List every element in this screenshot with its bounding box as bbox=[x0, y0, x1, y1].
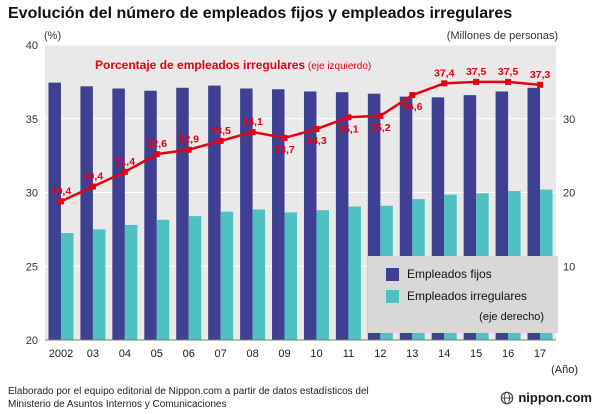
line-marker bbox=[57, 198, 64, 205]
line-series-label-main: Porcentaje de empleados irregulares bbox=[95, 58, 306, 72]
bar-fijos bbox=[48, 82, 61, 341]
footer-credit-line1: Elaborado por el equipo editorial de Nip… bbox=[8, 386, 369, 397]
percentage-line bbox=[60, 80, 541, 203]
legend-note: (eje derecho) bbox=[479, 311, 544, 323]
nippon-logo-text: nippon.com bbox=[518, 390, 592, 405]
x-axis-unit: (Año) bbox=[551, 364, 578, 376]
x-tick-label: 09 bbox=[278, 348, 290, 360]
bar-fijos bbox=[335, 92, 349, 340]
bar-fijos bbox=[240, 88, 253, 340]
left-tick-label: 40 bbox=[26, 40, 38, 52]
line-marker bbox=[377, 112, 384, 119]
line-data-label: 35,1 bbox=[338, 123, 359, 135]
bar-fijos bbox=[112, 88, 125, 340]
legend-label-fijos: Empleados fijos bbox=[407, 267, 492, 281]
bar-fijos bbox=[303, 91, 317, 341]
line-data-label: 32,9 bbox=[179, 134, 200, 146]
line-marker bbox=[505, 78, 512, 85]
line-data-label: 29,4 bbox=[51, 185, 72, 197]
line-data-label: 35,2 bbox=[370, 122, 391, 134]
x-tick-label: 16 bbox=[502, 348, 514, 360]
x-tick-label: 08 bbox=[246, 348, 258, 360]
bar-irregulares bbox=[348, 206, 361, 340]
line-marker bbox=[185, 146, 192, 153]
line-marker bbox=[217, 137, 224, 144]
x-tick-label: 10 bbox=[310, 348, 322, 360]
nippon-logo-icon bbox=[501, 391, 514, 404]
line-marker bbox=[473, 78, 480, 85]
line-data-label: 37,4 bbox=[434, 67, 455, 79]
footer-credit-line2: Ministerio de Asuntos Internos y Comunic… bbox=[8, 399, 227, 410]
left-tick-label: 35 bbox=[26, 114, 38, 126]
x-tick-label: 07 bbox=[215, 348, 227, 360]
right-tick-label: 10 bbox=[563, 261, 575, 273]
left-tick-label: 25 bbox=[26, 261, 38, 273]
bar-irregulares bbox=[188, 216, 202, 340]
x-tick-label: 12 bbox=[374, 348, 386, 360]
x-tick-label: 04 bbox=[119, 348, 131, 360]
x-tick-label: 17 bbox=[534, 348, 546, 360]
line-marker bbox=[537, 81, 544, 88]
x-tick-label: 13 bbox=[406, 348, 418, 360]
bar-fijos bbox=[144, 90, 157, 340]
bar-fijos bbox=[272, 89, 285, 340]
line-marker bbox=[281, 134, 288, 141]
line-marker bbox=[441, 80, 448, 87]
line-data-label: 31,4 bbox=[115, 156, 136, 168]
line-series-label: Porcentaje de empleados irregulares (eje… bbox=[95, 58, 371, 72]
x-tick-label: 11 bbox=[343, 348, 354, 360]
left-axis-unit: (%) bbox=[44, 30, 62, 42]
right-tick-label: 20 bbox=[563, 188, 575, 200]
x-tick-label: 06 bbox=[183, 348, 195, 360]
line-marker bbox=[121, 168, 128, 175]
legend-swatch-fijos bbox=[386, 267, 399, 281]
x-tick-label: 03 bbox=[87, 348, 99, 360]
legend: Empleados fijos Empleados irregulares (e… bbox=[368, 256, 558, 333]
line-marker bbox=[409, 92, 416, 99]
right-tick-label: 30 bbox=[563, 114, 575, 126]
bar-irregulares bbox=[316, 210, 329, 340]
x-tick-label: 14 bbox=[438, 348, 450, 360]
line-data-label: 37,5 bbox=[498, 66, 519, 78]
x-tick-label: 15 bbox=[470, 348, 482, 360]
legend-row-fijos: Empleados fijos bbox=[386, 267, 546, 281]
line-data-label: 33,5 bbox=[210, 125, 231, 137]
line-data-label: 33,7 bbox=[274, 144, 295, 156]
bar-irregulares bbox=[220, 211, 234, 340]
bar-fijos bbox=[208, 85, 221, 340]
page-title: Evolución del número de empleados fijos … bbox=[8, 5, 513, 22]
line-data-label: 37,5 bbox=[466, 66, 487, 78]
legend-swatch-irregulares bbox=[386, 289, 399, 303]
line-data-label: 34,1 bbox=[242, 116, 263, 128]
bar-irregulares bbox=[156, 219, 170, 340]
legend-row-irregulares: Empleados irregulares bbox=[386, 289, 546, 303]
line-marker bbox=[313, 126, 320, 133]
left-tick-label: 20 bbox=[26, 335, 38, 347]
line-data-label: 34,3 bbox=[306, 135, 327, 147]
bar-irregulares bbox=[124, 224, 138, 340]
line-marker bbox=[89, 183, 96, 190]
x-tick-label: 05 bbox=[151, 348, 163, 360]
right-axis-unit: (Millones de personas) bbox=[446, 30, 558, 42]
line-series-label-suffix: (eje izquierdo) bbox=[305, 61, 372, 72]
x-tick-label: 2002 bbox=[49, 348, 73, 360]
legend-label-irregulares: Empleados irregulares bbox=[407, 289, 528, 303]
bar-fijos bbox=[80, 86, 93, 340]
line-marker bbox=[153, 151, 160, 158]
line-marker bbox=[249, 129, 256, 136]
line-data-label: 37,3 bbox=[530, 69, 551, 81]
bar-irregulares bbox=[92, 229, 106, 340]
nippon-logo: nippon.com bbox=[500, 390, 592, 405]
line-data-label: 32,6 bbox=[147, 138, 168, 150]
bar-fijos bbox=[176, 87, 189, 341]
left-tick-label: 30 bbox=[26, 188, 38, 200]
footer-credit: Elaborado por el equipo editorial de Nip… bbox=[8, 385, 369, 411]
bar-irregulares bbox=[252, 209, 266, 340]
line-data-label: 36,6 bbox=[402, 101, 423, 113]
bar-irregulares bbox=[60, 233, 74, 340]
bar-irregulares bbox=[284, 212, 298, 340]
line-marker bbox=[345, 114, 352, 121]
line-data-label: 30,4 bbox=[83, 171, 104, 183]
